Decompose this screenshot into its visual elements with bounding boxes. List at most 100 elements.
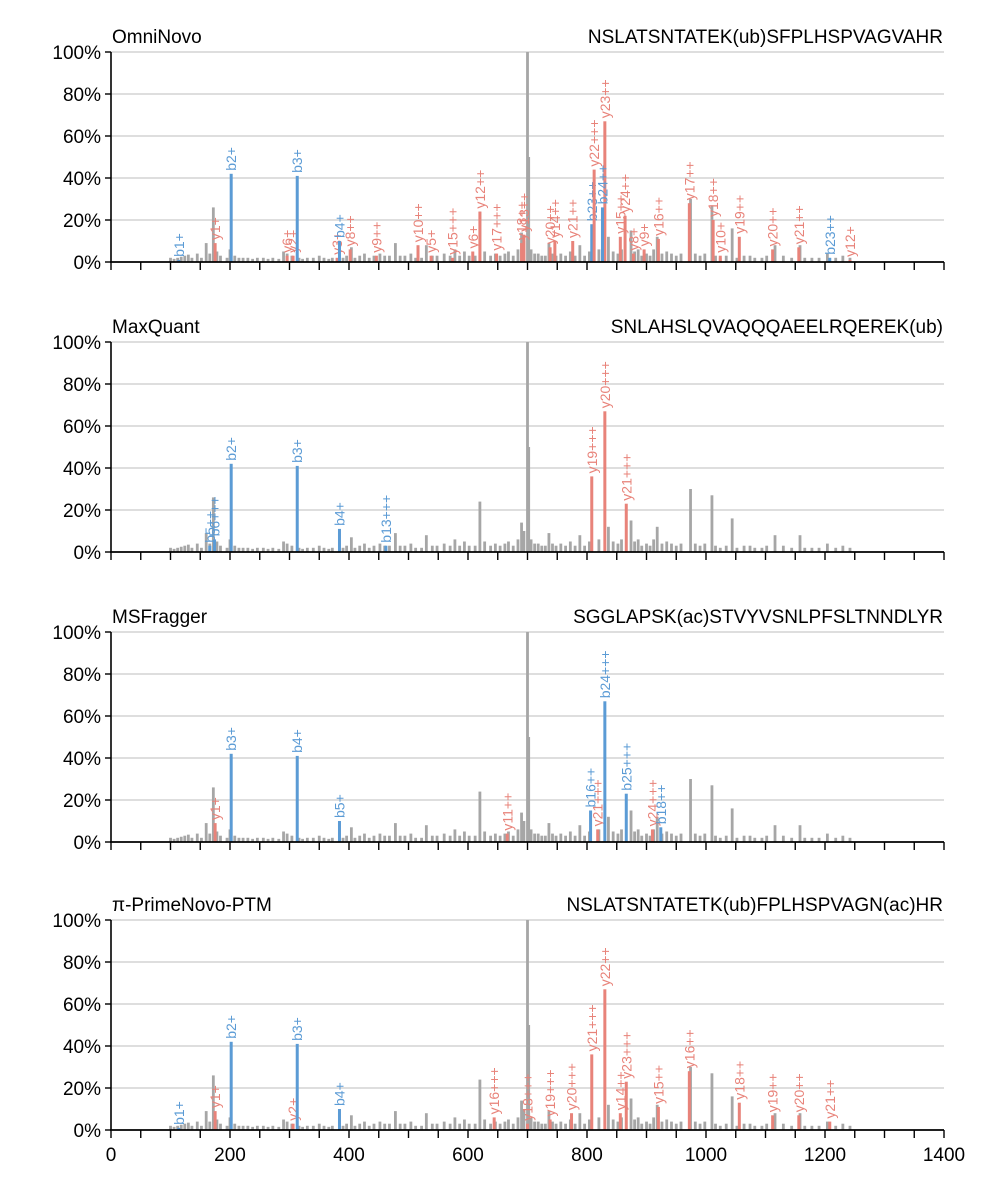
unmatched-peak	[781, 835, 785, 842]
b-ion-peak	[337, 528, 341, 552]
unmatched-peak	[742, 1123, 746, 1130]
ion-label: b23++	[822, 215, 838, 255]
unmatched-peak	[225, 1125, 229, 1130]
unmatched-peak	[398, 835, 402, 842]
unmatched-peak	[533, 253, 537, 262]
unmatched-peak	[710, 785, 714, 842]
unmatched-peak	[420, 257, 423, 262]
unmatched-peak	[420, 1125, 423, 1130]
ion-label: y1+	[207, 217, 223, 240]
unmatched-peak	[616, 253, 620, 262]
y-tick-label: 80%	[63, 375, 101, 396]
unmatched-peak	[645, 1121, 648, 1130]
unmatched-peak	[458, 545, 462, 552]
unmatched-peak	[200, 547, 203, 552]
unmatched-peak	[655, 816, 659, 842]
unmatched-peak	[529, 1117, 533, 1130]
y-tick-label: 100%	[52, 43, 101, 64]
unmatched-peak	[587, 1119, 591, 1130]
unmatched-peak	[388, 835, 391, 842]
unmatched-peak	[261, 547, 265, 552]
ion-label: y18++	[514, 201, 530, 240]
ion-label: b24+++	[597, 650, 613, 698]
unmatched-peak	[573, 835, 577, 842]
unmatched-peak	[773, 825, 777, 842]
unmatched-peak	[271, 257, 275, 262]
unmatched-peak	[670, 253, 673, 262]
unmatched-peak	[834, 1125, 838, 1130]
unmatched-peak	[388, 1123, 391, 1130]
b-ion-peak	[603, 701, 607, 842]
y-ion-peak	[213, 823, 217, 842]
unmatched-peak	[714, 835, 717, 842]
ion-label: y18++	[731, 1061, 747, 1100]
y-ion-peak	[624, 1081, 628, 1130]
y-ion-peak	[522, 234, 526, 262]
ion-label: y21+++	[618, 454, 634, 501]
unmatched-peak	[186, 254, 190, 262]
y-ion-peak	[687, 203, 691, 262]
unmatched-peak	[522, 531, 526, 552]
unmatched-peak	[358, 835, 362, 842]
unmatched-peak	[204, 243, 208, 262]
unmatched-peak	[277, 838, 281, 842]
unmatched-peak	[463, 541, 466, 552]
spectrum-panel: b5++b6+++ b2+ b3+ b4+ b13+++ y19+++ y20+++ y21+…	[52, 317, 945, 564]
y-ion-peak	[492, 1117, 496, 1130]
unmatched-peak	[341, 547, 345, 552]
unmatched-peak	[378, 543, 382, 552]
ion-label: b5++	[202, 511, 218, 543]
unmatched-peak	[689, 489, 692, 552]
unmatched-peak	[536, 1121, 540, 1130]
y-tick-label: 80%	[63, 953, 101, 974]
unmatched-peak	[349, 827, 353, 842]
unmatched-peak	[448, 545, 452, 552]
unmatched-peak	[266, 258, 270, 262]
unmatched-peak	[620, 539, 623, 552]
unmatched-peak	[372, 545, 376, 552]
y-ion-peak	[571, 241, 575, 262]
unmatched-peak	[246, 257, 250, 262]
unmatched-peak	[383, 1123, 387, 1130]
x-tick-label: 200	[214, 1145, 246, 1166]
unmatched-peak	[583, 255, 587, 262]
unmatched-peak	[349, 537, 353, 552]
ion-label: y24+++	[644, 779, 660, 826]
y-ion-peak	[797, 1115, 801, 1130]
unmatched-peak	[271, 1125, 275, 1130]
unmatched-peak	[478, 501, 482, 552]
unmatched-peak	[453, 829, 457, 842]
y-tick-label: 100%	[52, 333, 101, 354]
unmatched-peak	[483, 831, 487, 842]
unmatched-peak	[398, 545, 402, 552]
unmatched-peak	[246, 547, 250, 552]
b-ion-peak	[384, 545, 388, 552]
unmatched-peak	[394, 1111, 397, 1130]
unmatched-peak	[522, 1109, 526, 1130]
unmatched-peak	[536, 543, 540, 552]
unmatched-peak	[607, 526, 610, 552]
unmatched-peak	[660, 543, 664, 552]
unmatched-peak	[841, 835, 845, 842]
unmatched-peak	[172, 1126, 176, 1130]
unmatched-peak	[448, 835, 452, 842]
unmatched-peak	[679, 833, 683, 842]
unmatched-peak	[311, 1125, 315, 1130]
ion-label: b4+	[331, 1082, 347, 1106]
unmatched-peak	[679, 253, 683, 262]
unmatched-peak	[607, 1104, 610, 1130]
unmatched-peak	[670, 833, 673, 842]
unmatched-peak	[183, 1123, 187, 1130]
unmatched-peak	[489, 545, 493, 552]
unmatched-peak	[511, 835, 515, 842]
ion-label: b13+++	[378, 495, 394, 543]
ion-label: b1+	[171, 1101, 187, 1125]
y-ion-peak	[603, 411, 607, 552]
unmatched-peak	[665, 831, 669, 842]
unmatched-peak	[810, 257, 814, 262]
unmatched-peak	[735, 547, 739, 552]
unmatched-peak	[543, 835, 547, 842]
unmatched-peak	[330, 1125, 334, 1130]
unmatched-peak	[301, 258, 304, 262]
unmatched-peak	[233, 1123, 237, 1130]
